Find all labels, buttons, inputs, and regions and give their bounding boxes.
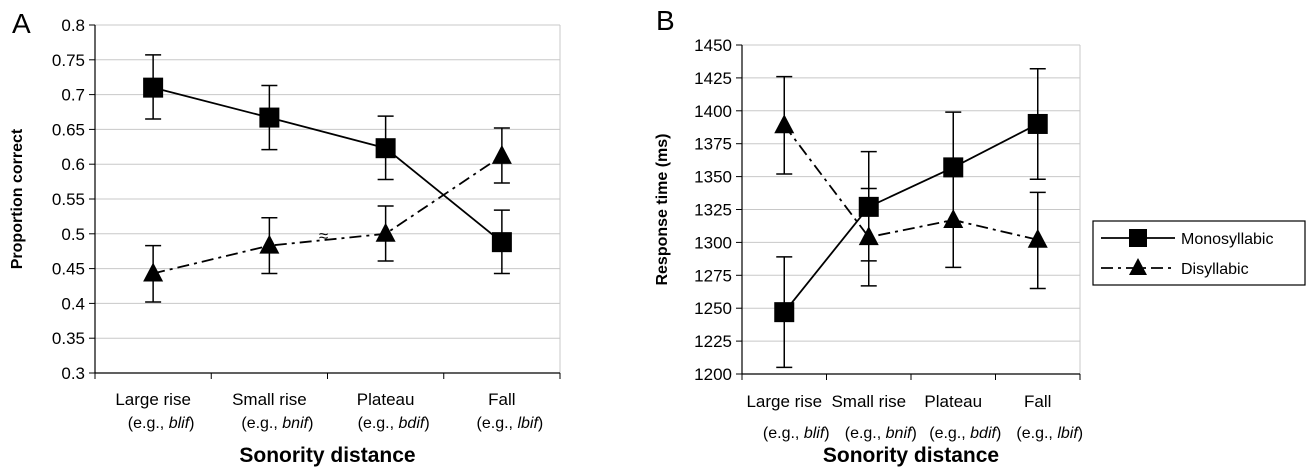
x-category-label: Plateau	[357, 390, 415, 409]
series-line	[784, 124, 1038, 312]
data-point	[1028, 114, 1048, 134]
y-tick-label: 0.5	[61, 225, 85, 244]
x-category-example: (e.g., bnif)	[241, 415, 313, 432]
y-tick-label: 1200	[694, 365, 732, 384]
y-tick-label: 1300	[694, 233, 732, 252]
y-tick-label: 1400	[694, 102, 732, 121]
x-category-label: Fall	[488, 390, 515, 409]
series-disyllabic	[143, 128, 512, 302]
x-category-label: Plateau	[924, 392, 982, 411]
y-tick-label: 0.7	[61, 86, 85, 105]
data-point	[376, 138, 396, 158]
data-point	[376, 223, 396, 242]
x-category-example: (e.g., bnif)	[845, 425, 917, 442]
x-category-example: (e.g., bdif)	[358, 415, 430, 432]
series-disyllabic	[774, 77, 1048, 289]
chart-panel-b: B 1200 1225 1250 1275 1300 1325 1350 1375 1400 142…	[654, 5, 1305, 467]
data-point	[143, 78, 163, 98]
y-tick-label: 0.8	[61, 16, 85, 35]
y-tick-label: 1250	[694, 299, 732, 318]
y-tick-label: 0.65	[52, 120, 85, 139]
y-tick-label: 0.3	[61, 364, 85, 383]
series-monosyllabic	[774, 69, 1048, 368]
y-tick-label: 0.45	[52, 260, 85, 279]
legend-label: Monosyllabic	[1181, 231, 1273, 248]
data-point	[259, 108, 279, 128]
annotation-mark: ≈	[319, 226, 328, 245]
data-point	[774, 114, 794, 133]
y-axis-title: Proportion correct	[9, 128, 26, 269]
x-category-example: (e.g., blif)	[763, 425, 830, 442]
panel-letter: A	[12, 8, 31, 39]
legend: Monosyllabic Disyllabic	[1093, 221, 1305, 285]
x-category-label: Small rise	[831, 392, 906, 411]
x-category-label: Fall	[1024, 392, 1051, 411]
y-tick-label: 1225	[694, 332, 732, 351]
y-tick-label: 0.6	[61, 155, 85, 174]
y-tick-label: 0.35	[52, 329, 85, 348]
y-tick-label: 1425	[694, 69, 732, 88]
chart-panel-a: A 0.3 0.35 0.4 0.45 0.5 0.55 0.6 0.65 0.7 0.75 0.8 L…	[9, 8, 560, 467]
y-tick-label: 1350	[694, 168, 732, 187]
series-line	[153, 156, 502, 274]
x-category-label: Large rise	[115, 390, 191, 409]
y-tick-label: 0.4	[61, 294, 85, 313]
x-category-example: (e.g., lbif)	[477, 415, 544, 432]
data-point	[492, 145, 512, 164]
y-tick-label: 0.75	[52, 51, 85, 70]
x-category-label: Large rise	[746, 392, 822, 411]
data-point	[492, 232, 512, 252]
x-axis-title: Sonority distance	[823, 444, 999, 467]
y-tick-label: 1450	[694, 36, 732, 55]
y-tick-label: 0.55	[52, 190, 85, 209]
legend-marker	[1129, 229, 1147, 247]
y-tick-label: 1325	[694, 201, 732, 220]
y-tick-label: 1275	[694, 266, 732, 285]
data-point	[774, 302, 794, 322]
x-axis-title: Sonority distance	[239, 444, 415, 467]
x-category-example: (e.g., bdif)	[929, 425, 1001, 442]
series-line	[153, 88, 502, 243]
x-category-label: Small rise	[232, 390, 307, 409]
y-tick-label: 1375	[694, 135, 732, 154]
legend-label: Disyllabic	[1181, 261, 1249, 278]
data-point	[943, 209, 963, 228]
x-category-example: (e.g., blif)	[128, 415, 195, 432]
x-category-example: (e.g., lbif)	[1016, 425, 1083, 442]
series-line	[784, 125, 1038, 239]
panel-letter: B	[656, 5, 675, 36]
y-axis-title: Response time (ms)	[654, 133, 671, 285]
